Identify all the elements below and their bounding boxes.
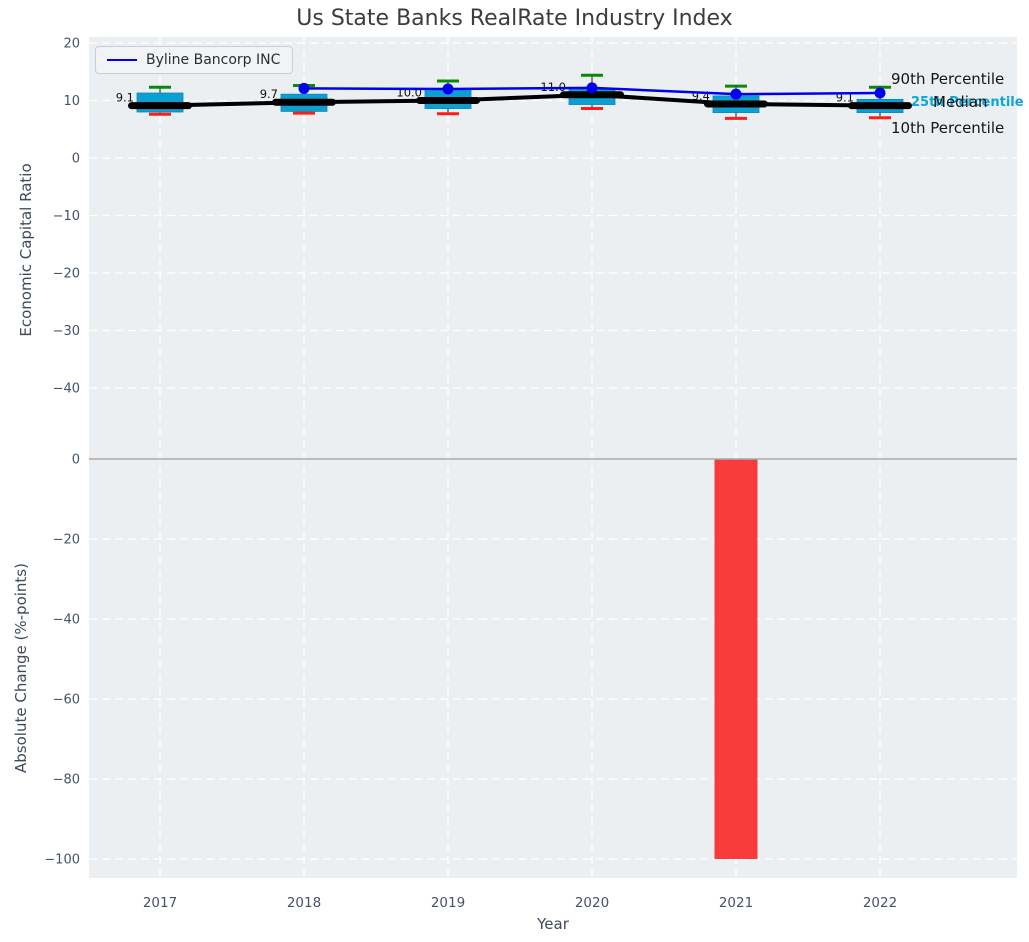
annotation-10th-percentile: 10th Percentile	[891, 119, 1005, 137]
xtick-2020: 2020	[575, 895, 609, 911]
xtick-2018: 2018	[287, 895, 321, 911]
legend-line-swatch	[107, 59, 137, 61]
xtick-2019: 2019	[431, 895, 465, 911]
median-bar-2018	[272, 98, 336, 106]
annotation-median: Median	[933, 93, 988, 111]
annotation-90th-percentile: 90th Percentile	[891, 70, 1005, 88]
median-bar-2019	[416, 97, 480, 104]
bottom-ytick--40: −40	[53, 613, 80, 628]
bottom-ytick--20: −20	[53, 533, 80, 548]
median-bar-2022	[848, 102, 912, 110]
byline-point-2018	[298, 82, 310, 94]
median-bar-2017	[128, 102, 192, 110]
median-bar-2021	[704, 100, 768, 108]
change-bar-2021	[714, 459, 758, 859]
byline-point-2019	[442, 83, 454, 95]
bottom-y-axis-label: Absolute Change (%-points)	[12, 563, 30, 773]
bottom-ytick--80: −80	[53, 773, 80, 788]
top-ytick-0: 0	[72, 152, 80, 167]
median-value-label-2020: 11.0	[540, 80, 566, 94]
bottom-ytick--100: −100	[44, 853, 80, 868]
xtick-2017: 2017	[143, 895, 177, 911]
axes-background	[89, 37, 1017, 878]
top-ytick--10: −10	[53, 209, 80, 224]
median-value-label-2017: 9.1	[116, 91, 134, 105]
legend-label: Byline Bancorp INC	[146, 52, 281, 68]
byline-point-2020	[586, 82, 598, 94]
byline-point-2022	[874, 87, 886, 99]
top-ytick--40: −40	[53, 382, 80, 397]
xtick-2022: 2022	[863, 895, 897, 911]
top-ytick--30: −30	[53, 324, 80, 339]
top-ytick-10: 10	[63, 94, 80, 109]
bottom-ytick--60: −60	[53, 693, 80, 708]
chart-title: Us State Banks RealRate Industry Index	[296, 6, 733, 31]
legend: Byline Bancorp INC	[95, 46, 294, 74]
xtick-2021: 2021	[719, 895, 753, 911]
top-ytick-20: 20	[63, 37, 80, 52]
bottom-ytick-0: 0	[72, 453, 80, 468]
annotation-25th-percentile: 25th Percentile	[911, 95, 1024, 110]
median-bar-2020	[560, 91, 624, 99]
top-ytick--20: −20	[53, 267, 80, 282]
byline-point-2021	[730, 88, 742, 100]
median-value-label-2021: 9.4	[692, 89, 710, 103]
top-y-axis-label: Economic Capital Ratio	[17, 163, 35, 337]
x-axis-label: Year	[537, 915, 569, 933]
median-value-label-2018: 9.7	[260, 87, 278, 101]
